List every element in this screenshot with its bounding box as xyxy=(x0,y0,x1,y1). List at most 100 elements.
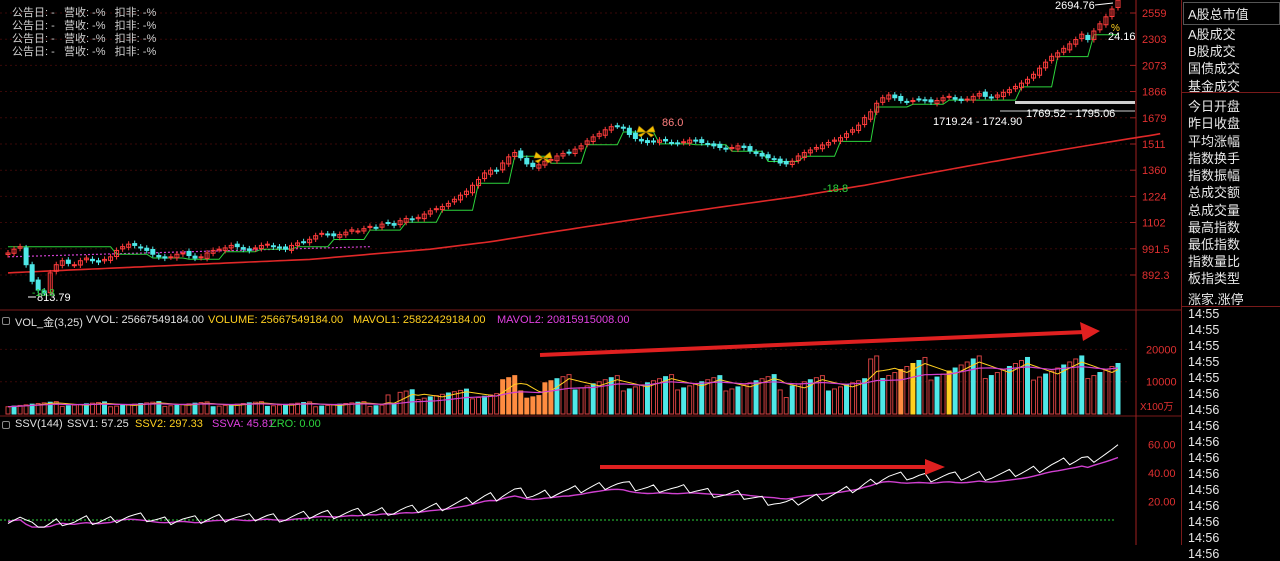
ssv-legend-ssv1: SSV1: 57.25 xyxy=(67,418,129,430)
range-bar xyxy=(1015,101,1135,104)
panel-item[interactable]: 指数量比 xyxy=(1188,254,1241,269)
chart-canvas[interactable]: 2559 2303 2073 1866 1679 1511 1360 1224 1102 991.… xyxy=(0,0,1181,545)
panel-item[interactable]: 昨日收盘 xyxy=(1188,116,1241,131)
candle-body xyxy=(174,253,180,259)
candle-body xyxy=(741,145,747,148)
panel-item[interactable]: 总成交量 xyxy=(1188,203,1241,218)
volume-bar xyxy=(1085,378,1091,415)
candle-body xyxy=(168,256,174,259)
candle-body xyxy=(445,202,451,207)
candle-body xyxy=(747,146,753,152)
panel-item[interactable]: 涨家.涨停 xyxy=(1188,292,1244,307)
vol-legend-volume: VOLUME: 25667549184.00 xyxy=(208,314,344,326)
trough-label: -18.8 xyxy=(823,183,848,195)
panel-item[interactable]: 最高指数 xyxy=(1188,220,1241,235)
candle-body xyxy=(729,146,735,150)
volume-bar xyxy=(162,405,168,415)
volume-bar xyxy=(415,398,421,415)
volume-bar xyxy=(494,393,500,415)
volume-bar xyxy=(77,403,83,415)
panel-item[interactable]: 国债成交 xyxy=(1188,61,1241,76)
candle-body xyxy=(349,229,355,232)
time-entry: 14:56 xyxy=(1188,547,1220,561)
trend-arrow-shaft xyxy=(539,330,1086,357)
volume-bar xyxy=(29,403,35,415)
panel-item[interactable]: 平均涨幅 xyxy=(1188,134,1241,149)
candle-body xyxy=(946,95,952,98)
range-label: 1769.52 - 1795.06 xyxy=(1026,108,1115,120)
candle-body xyxy=(1109,8,1115,18)
volume-bar xyxy=(1037,376,1043,415)
candle-body xyxy=(222,247,228,251)
volume-bar xyxy=(626,388,632,415)
volume-bar xyxy=(644,382,650,415)
candle-body xyxy=(415,216,421,220)
volume-bar xyxy=(922,356,928,415)
volume-bar xyxy=(120,404,126,415)
volume-bar xyxy=(856,380,862,415)
panel-item[interactable]: B股成交 xyxy=(1188,44,1236,59)
panel-item[interactable]: A股成交 xyxy=(1188,27,1236,42)
vol-panel-checkbox[interactable] xyxy=(2,317,10,325)
info-line: 公告日: - 营收: -% 扣非: -% xyxy=(12,7,157,19)
candle-body xyxy=(807,149,813,154)
panel-item[interactable]: 基金成交 xyxy=(1188,79,1241,94)
y-tick-label: 892.3 xyxy=(1142,270,1170,282)
volume-bar xyxy=(831,388,837,415)
candle-body xyxy=(343,231,349,236)
volume-bar xyxy=(1097,372,1103,415)
candle-body xyxy=(994,94,1000,98)
candle-body xyxy=(126,243,132,248)
candle-body xyxy=(1049,55,1055,62)
ssv1-line xyxy=(7,444,1119,528)
candle-body xyxy=(711,143,717,147)
volume-bar xyxy=(693,383,699,415)
candle-body xyxy=(928,99,934,103)
volume-bar xyxy=(699,381,705,415)
panel-item[interactable]: 总成交额 xyxy=(1188,185,1241,200)
candle-body xyxy=(530,162,536,168)
volume-bar xyxy=(602,379,608,415)
y-tick-label: 1679 xyxy=(1142,113,1166,125)
candle-body xyxy=(584,140,590,145)
candle-body xyxy=(844,133,850,138)
volume-bar xyxy=(35,403,41,415)
ssv-panel-checkbox[interactable] xyxy=(2,421,10,429)
volume-bar xyxy=(204,401,210,415)
ma-long-line xyxy=(7,132,1161,274)
panel-item[interactable]: 板指类型 xyxy=(1188,271,1241,286)
butterfly-icon xyxy=(636,125,656,138)
ssv-legend-ssv2: SSV2: 297.33 xyxy=(135,418,203,430)
candle-body xyxy=(95,260,101,263)
candle-body xyxy=(1085,34,1091,41)
candle-body xyxy=(801,152,807,159)
volume-bar xyxy=(819,375,825,415)
volume-bar xyxy=(53,401,59,415)
volume-bar xyxy=(83,403,89,415)
candle-body xyxy=(270,245,276,248)
panel-item[interactable]: 今日开盘 xyxy=(1188,99,1241,114)
candle-body xyxy=(650,140,656,143)
candle-body xyxy=(838,137,843,142)
ssva-line xyxy=(7,456,1119,528)
candle-body xyxy=(1018,82,1024,89)
volume-bar xyxy=(463,388,469,415)
time-entry: 14:56 xyxy=(1188,515,1220,529)
volume-bar xyxy=(1079,355,1085,415)
panel-item[interactable]: A股总市值 xyxy=(1188,7,1249,22)
volume-bar xyxy=(349,402,355,415)
y-tick-label: 40.00 xyxy=(1148,468,1176,480)
candle-body xyxy=(765,154,771,159)
panel-item[interactable]: 最低指数 xyxy=(1188,237,1241,252)
vol-legend-vvol: VVOL: 25667549184.00 xyxy=(86,314,205,326)
candle-body xyxy=(421,213,427,220)
volume-bar xyxy=(313,406,319,415)
candle-body xyxy=(1103,16,1109,26)
panel-item[interactable]: 指数换手 xyxy=(1188,151,1241,166)
candle-body xyxy=(65,259,71,264)
volume-bar xyxy=(934,376,940,415)
volume-bar xyxy=(675,389,681,415)
volume-bar xyxy=(1091,375,1097,415)
panel-item[interactable]: 指数振幅 xyxy=(1188,168,1241,183)
candle-body xyxy=(1115,0,1121,8)
